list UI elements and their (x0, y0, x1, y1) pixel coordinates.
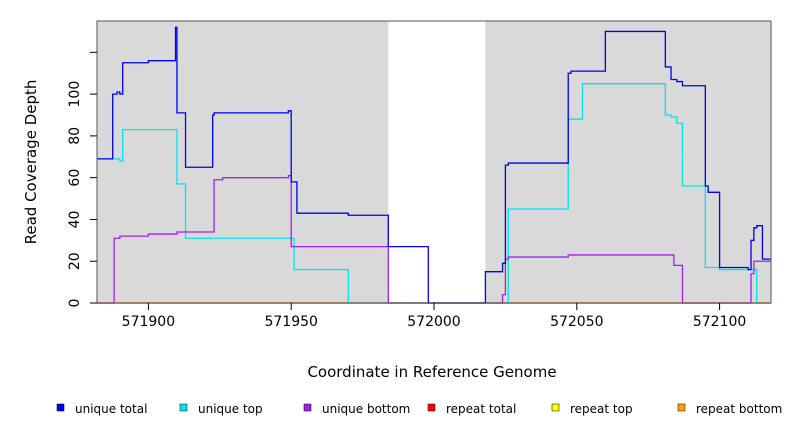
x-axis: 571900 571950 572000 572050 572100 (122, 303, 746, 330)
legend-swatch-repeat-top (551, 403, 560, 412)
x-tick-label: 572050 (550, 314, 603, 330)
shaded-region-1 (97, 21, 389, 303)
y-tick-label: 80 (67, 127, 83, 145)
x-tick-label: 572000 (407, 314, 460, 330)
legend-swatch-unique-total (56, 403, 65, 412)
series-unique-top (97, 83, 758, 304)
legend-label-repeat-top: repeat top (570, 402, 633, 416)
legend: unique total unique top unique bottom repea… (56, 402, 782, 416)
y-tick-label: 20 (67, 252, 83, 270)
legend-label-unique-total: unique total (75, 402, 147, 416)
y-axis: 0 20 40 60 80 100 (67, 51, 97, 308)
x-tick-label: 571900 (122, 314, 175, 330)
shaded-regions (97, 21, 771, 303)
legend-swatch-unique-bottom (303, 403, 312, 412)
y-tick-label: 100 (67, 81, 83, 108)
y-tick-label: 40 (67, 211, 83, 229)
legend-swatch-unique-top (179, 403, 188, 412)
y-tick-label: 60 (67, 169, 83, 187)
y-tick-label: 0 (67, 299, 83, 308)
legend-swatch-repeat-bottom (677, 403, 686, 412)
legend-label-unique-top: unique top (198, 402, 263, 416)
x-tick-label: 572100 (693, 314, 746, 330)
y-axis-title: Read Coverage Depth (22, 80, 40, 245)
series-unique-total (97, 26, 771, 304)
legend-label-repeat-total: repeat total (446, 402, 516, 416)
shaded-region-2 (485, 21, 771, 303)
x-axis-title: Coordinate in Reference Genome (307, 363, 556, 381)
x-tick-label: 571950 (264, 314, 317, 330)
legend-label-unique-bottom: unique bottom (322, 402, 410, 416)
legend-label-repeat-bottom: repeat bottom (696, 402, 782, 416)
legend-swatch-repeat-total (427, 403, 436, 412)
